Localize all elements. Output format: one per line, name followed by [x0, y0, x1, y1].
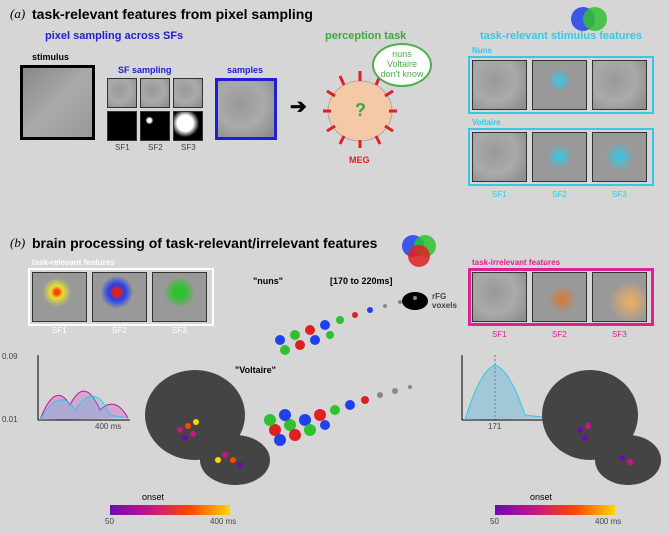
sf3-a: SF3: [181, 143, 196, 152]
thought-bubble: nuns Voltaire don't know: [372, 43, 432, 87]
plot-right-xval: 171: [488, 422, 501, 431]
cb-left-max: 400 ms: [210, 517, 236, 526]
b-rel-sf3: SF3: [172, 326, 187, 335]
relevant-label: task-relevant features: [32, 258, 115, 267]
nuns-label: Nuns: [472, 46, 492, 55]
irr-sf2: [532, 272, 587, 322]
onset-left: onset: [142, 492, 164, 502]
sf-grid-3: [173, 78, 203, 108]
bubble-text: nuns Voltaire don't know: [381, 50, 424, 80]
svg-text:?: ?: [355, 100, 366, 120]
plot-left-ymin: 0.01: [2, 415, 18, 424]
b-irr-sf2: SF2: [552, 330, 567, 339]
volt-sf3: [592, 132, 647, 182]
volt-sf1: [472, 132, 527, 182]
rel-sf3: [152, 272, 207, 322]
sf-dots-2: [140, 111, 170, 141]
plot-left: [20, 350, 135, 430]
stimulus-features-label: task-relevant stimulus features: [480, 30, 642, 42]
panel-a-title: task-relevant features from pixel sampli…: [32, 6, 313, 22]
cb-right-max: 400 ms: [595, 517, 621, 526]
sf1-a: SF1: [115, 143, 130, 152]
sf-dots-3: [173, 111, 203, 141]
rel-sf1: [32, 272, 87, 322]
panel-a-label: (a): [10, 6, 25, 22]
sf-grid-2: [140, 78, 170, 108]
sf2-a: SF2: [148, 143, 163, 152]
b-rel-sf2: SF2: [112, 326, 127, 335]
colorbar-right: [495, 505, 615, 515]
volt-sf2: [532, 132, 587, 182]
sf-dots-1: [107, 111, 137, 141]
colorbar-left: [110, 505, 230, 515]
arrow-icon: ➔: [290, 94, 307, 119]
irrelevant-label: task-irrelevant features: [472, 258, 560, 267]
plot-left-ymax: 0.09: [2, 352, 18, 361]
venn-three-icon: [395, 230, 443, 270]
b-irr-sf3: SF3: [612, 330, 627, 339]
voltaire-label: Voltaire: [472, 118, 501, 127]
a-sf3: SF3: [612, 190, 627, 199]
sphere-cluster-nuns: [260, 290, 440, 360]
irr-sf3: [592, 272, 647, 322]
nuns-sf3: [592, 60, 647, 110]
rel-sf2: [92, 272, 147, 322]
a-sf1: SF1: [492, 190, 507, 199]
onset-right: onset: [530, 492, 552, 502]
b-irr-sf1: SF1: [492, 330, 507, 339]
nuns-sf1: [472, 60, 527, 110]
stimulus-label: stimulus: [32, 52, 69, 62]
cb-left-min: 50: [105, 517, 114, 526]
sf-grid-1: [107, 78, 137, 108]
nuns-q: "nuns": [253, 276, 283, 286]
time-window: [170 to 220ms]: [330, 276, 393, 286]
samples-image: [215, 78, 277, 140]
b-rel-sf1: SF1: [52, 326, 67, 335]
nuns-sf2: [532, 60, 587, 110]
venn-two-icon: [565, 5, 613, 33]
pixel-sampling-label: pixel sampling across SFs: [45, 30, 183, 42]
plot-left-xmax: 400 ms: [95, 422, 121, 431]
stimulus-image: [20, 65, 95, 140]
perception-task-label: perception task: [325, 30, 406, 42]
panel-b-label: (b): [10, 235, 25, 251]
samples-label: samples: [227, 65, 263, 75]
sphere-cluster-voltaire: [260, 375, 440, 450]
irr-sf1: [472, 272, 527, 322]
panel-b-title: brain processing of task-relevant/irrele…: [32, 235, 377, 251]
brain-voxels-left: [140, 360, 275, 490]
cb-right-min: 50: [490, 517, 499, 526]
sf-sampling-label: SF sampling: [118, 65, 172, 75]
a-sf2: SF2: [552, 190, 567, 199]
brain-voxels-right: [540, 360, 665, 490]
meg-label: MEG: [349, 155, 370, 165]
